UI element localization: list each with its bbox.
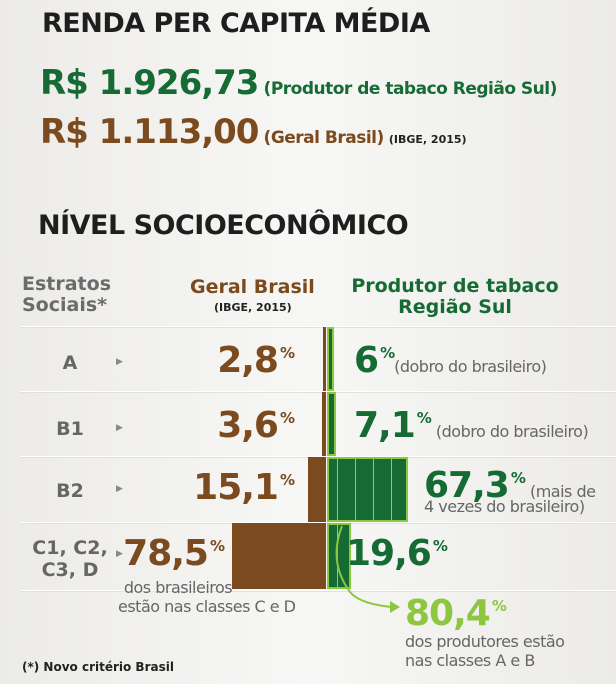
brasil-income: R$ 1.113,00 (Geral Brasil) (IBGE, 2015) [40,112,467,152]
brasil-income-label: (Geral Brasil) [263,128,385,148]
row-label-cd: C1, C2, C3, D [32,537,108,581]
brasil-income-source: (IBGE, 2015) [388,133,467,146]
arrow-right-icon: ▶ [116,423,123,433]
produtor-income: R$ 1.926,73 (Produtor de tabaco Região S… [40,63,557,103]
arrow-right-icon: ▶ [116,357,123,367]
arrow-right-icon: ▶ [116,549,123,559]
row-label-a: A [62,352,78,374]
produtor-header-2: Região Sul [398,296,512,318]
renda-title: RENDA PER CAPITA MÉDIA [42,8,430,39]
brasil-value-cd: 78,5% [123,533,225,574]
produtor-header: Produtor de tabaco Região Sul [350,276,560,318]
callout-value: 80,4% [405,593,507,634]
produtor-value-cd: 19,6% [346,533,448,574]
bar-brasil-1 [321,392,326,456]
bar-produtor-2 [327,457,408,522]
arrow-right-icon: ▶ [116,484,123,494]
produtor-note-b2: 4 vezes do brasileiro) [424,497,585,516]
produtor-value-b1: 7,1% (dobro do brasileiro) [354,405,589,446]
produtor-income-value: R$ 1.926,73 [40,63,259,103]
brasil-income-value: R$ 1.113,00 [40,112,259,152]
produtor-value-b2: 67,3% (mais de [424,465,596,506]
row-label-b1: B1 [56,418,84,440]
produtor-value-a: 6 %(dobro do brasileiro) [354,340,547,381]
cd-note: dos brasileiros estão nas classes C e D [118,578,296,616]
bar-produtor-1 [327,392,336,456]
produtor-income-label: (Produtor de tabaco Região Sul) [263,79,558,99]
bar-produtor-0 [327,327,335,391]
strata-header: Estratos Sociais* [22,274,111,316]
strata-header-2: Sociais* [22,294,108,316]
produtor-header-1: Produtor de tabaco [351,275,559,297]
bar-produtor-3 [327,523,351,589]
strata-header-1: Estratos [22,273,112,295]
bar-brasil-2 [307,457,326,522]
bar-brasil-3 [231,523,326,589]
brasil-value-a: 2,8% [217,340,295,381]
row-label-b2: B2 [56,480,84,502]
bar-brasil-0 [322,327,326,391]
brasil-header-source: (IBGE, 2015) [214,301,292,314]
callout-note: dos produtores estão nas classes A e B [405,632,565,670]
nivel-title: NÍVEL SOCIOECONÔMICO [38,210,409,241]
footnote: (*) Novo critério Brasil [22,660,174,674]
brasil-header: Geral Brasil [190,276,315,298]
brasil-value-b2: 15,1% [193,467,295,508]
brasil-value-b1: 3,6% [217,405,295,446]
callout-arrow-icon [335,525,400,613]
